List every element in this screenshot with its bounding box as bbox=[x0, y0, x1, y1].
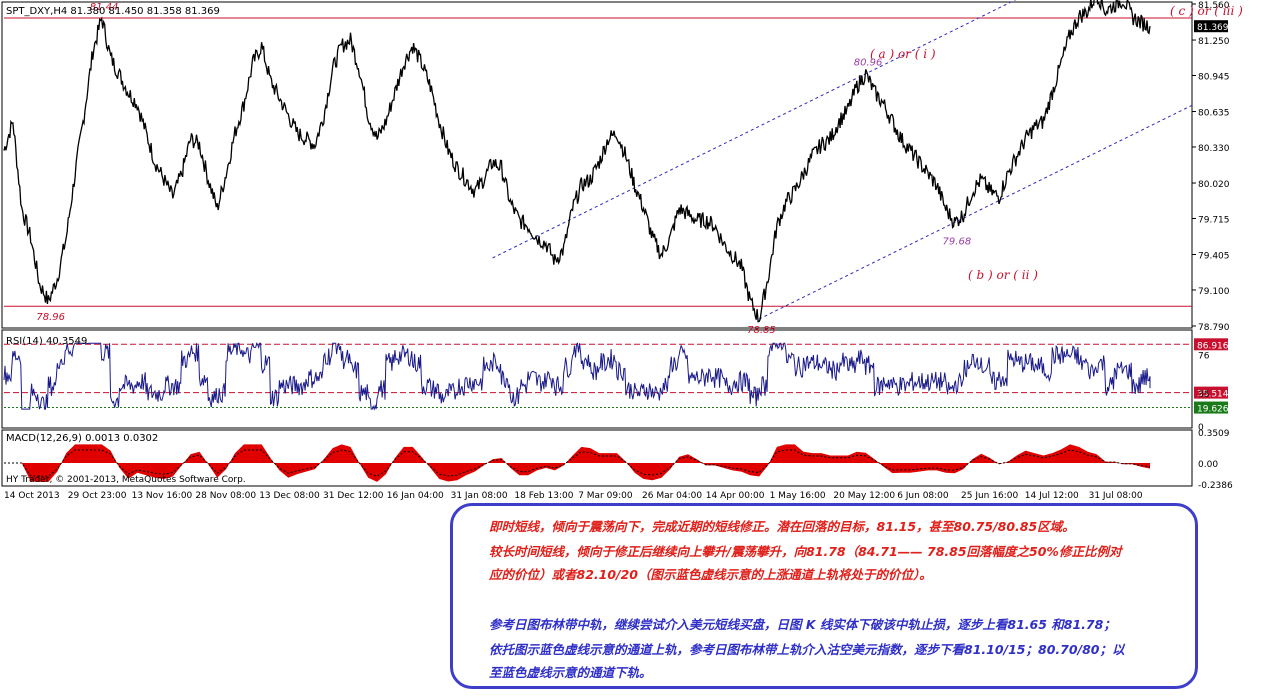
wave-label-c: ( c ) or ( iii ) bbox=[1170, 4, 1243, 18]
x-tick-label-3: 28 Nov 08:00 bbox=[195, 491, 256, 501]
price-y-tick-label-2: 80.945 bbox=[1198, 72, 1230, 82]
price-y-tick-label-4: 80.330 bbox=[1198, 144, 1230, 154]
current-price-tag bbox=[1194, 20, 1228, 33]
price-y-tick-label-7: 79.405 bbox=[1198, 252, 1230, 262]
price-series-line bbox=[3, 0, 1151, 323]
x-tick-label-12: 1 May 16:00 bbox=[770, 491, 826, 501]
x-tick-label-14: 6 Jun 08:00 bbox=[897, 491, 949, 501]
rsi-y-tick-label-2: 0 bbox=[1198, 423, 1204, 433]
x-tick-label-10: 26 Mar 04:00 bbox=[642, 491, 702, 501]
macd-layer bbox=[4, 444, 1151, 482]
x-tick-label-8: 18 Feb 13:00 bbox=[514, 491, 573, 501]
x-tick-label-13: 20 May 12:00 bbox=[833, 491, 895, 501]
x-tick-label-16: 14 Jul 12:00 bbox=[1025, 491, 1079, 501]
note-line-2: 较长时间短线，倾向于修正后继续向上攀升/震荡攀升，向81.78（84.71—— … bbox=[489, 544, 1122, 559]
macd-signal-line bbox=[4, 449, 1151, 477]
rsi-level-label-2: 19.626 bbox=[1197, 405, 1229, 415]
rsi-level-tag-2 bbox=[1194, 401, 1228, 414]
rsi-series-line bbox=[3, 342, 1151, 411]
analysis-note-box: 即时短线，倾向于震荡向下，完成近期的短线修正。潜在回落的目标，81.15，甚至8… bbox=[450, 503, 1198, 689]
price-header: SPT_DXY,H4 81.380 81.450 81.358 81.369 bbox=[6, 6, 220, 17]
price-y-tick-label-6: 79.715 bbox=[1198, 215, 1230, 225]
note-line-4: 参考日图布林带中轨，继续尝试介入美元短线买盘，日图 K 线实体下破该中轨止损，逐… bbox=[489, 617, 1116, 632]
x-tick-label-5: 31 Dec 12:00 bbox=[323, 491, 384, 501]
price-y-tick-label-3: 80.635 bbox=[1198, 109, 1230, 119]
x-tick-label-17: 31 Jul 08:00 bbox=[1089, 491, 1143, 501]
macd-y-tick-label-0: 0.3509 bbox=[1198, 429, 1230, 439]
price-y-tick-label-5: 80.020 bbox=[1198, 180, 1230, 190]
axis-layer: 81.560 81.250 80.945 80.635 80.330 80.020 79.7… bbox=[4, 1, 1233, 501]
wave-label-a: ( a ) or ( i ) bbox=[870, 47, 936, 61]
x-tick-label-0: 14 Oct 2013 bbox=[4, 491, 60, 501]
x-tick-label-4: 13 Dec 08:00 bbox=[259, 491, 320, 501]
rsi-level-tag-1 bbox=[1194, 386, 1228, 399]
note-line-3: 应的价位）或者82.10/20（图示蓝色虚线示意的上涨通道上轨将处于的价位）。 bbox=[489, 567, 932, 582]
x-tick-label-15: 25 Jun 16:00 bbox=[961, 491, 1018, 501]
macd-header: MACD(12,26,9) 0.0013 0.0302 bbox=[6, 433, 158, 444]
price-y-tick-label-9: 78.790 bbox=[1198, 323, 1230, 333]
note-line-1: 即时短线，倾向于震荡向下，完成近期的短线修正。潜在回落的目标，81.15，甚至8… bbox=[489, 519, 1075, 534]
price-y-tick-label-8: 79.100 bbox=[1198, 287, 1230, 297]
rsi-level-tag-0 bbox=[1194, 338, 1228, 351]
x-tick-label-6: 16 Jan 04:00 bbox=[387, 491, 444, 501]
copyright-footer: HY Trader, © 2001-2013, MetaQuotes Softw… bbox=[6, 475, 246, 485]
rsi-layer bbox=[3, 342, 1192, 411]
wave-label-b: ( b ) or ( ii ) bbox=[968, 268, 1038, 282]
x-tick-label-2: 13 Nov 16:00 bbox=[132, 491, 193, 501]
macd-histogram bbox=[4, 444, 1150, 482]
x-tick-label-11: 14 Apr 00:00 bbox=[706, 491, 765, 501]
price-y-tick-label-0: 81.560 bbox=[1198, 1, 1230, 11]
note-line-6: 至蓝色虚线示意的通道下轨。 bbox=[489, 665, 652, 680]
rsi-header: RSI(14) 40.3549 bbox=[6, 336, 87, 347]
price-y-tick-label-1: 81.250 bbox=[1198, 37, 1230, 47]
macd-y-tick-label-2: -0.2386 bbox=[1198, 481, 1233, 491]
note-line-5: 依托图示蓝色虚线示意的通道上轨，参考日图布林带上轨介入沽空美元指数，逐步下看81… bbox=[489, 642, 1125, 657]
price-annotation-3: 80.96 bbox=[854, 58, 883, 69]
price-annotation-1: 78.96 bbox=[36, 312, 65, 323]
price-annotation-4: 79.68 bbox=[943, 237, 972, 248]
price-annotation-0: 81.44 bbox=[90, 2, 119, 13]
channel-upper-line bbox=[492, 0, 1017, 259]
channel-lower-line bbox=[758, 104, 1193, 320]
current-price-label: 81.369 bbox=[1197, 23, 1229, 33]
x-tick-label-1: 29 Oct 23:00 bbox=[68, 491, 127, 501]
rsi-panel-frame bbox=[1, 329, 1193, 429]
rsi-level-label-0: 86.916 bbox=[1197, 341, 1229, 351]
rsi-level-label-1: 35.514 bbox=[1197, 390, 1229, 400]
rsi-y-tick-label-0: 76 bbox=[1198, 352, 1210, 362]
price-annotation-2: 78.85 bbox=[747, 325, 776, 336]
x-tick-label-7: 31 Jan 08:00 bbox=[451, 491, 508, 501]
macd-y-tick-label-1: 0.00 bbox=[1198, 460, 1218, 470]
rsi-y-tick-label-1: 35 bbox=[1198, 390, 1209, 400]
x-tick-label-9: 7 Mar 09:00 bbox=[578, 491, 633, 501]
